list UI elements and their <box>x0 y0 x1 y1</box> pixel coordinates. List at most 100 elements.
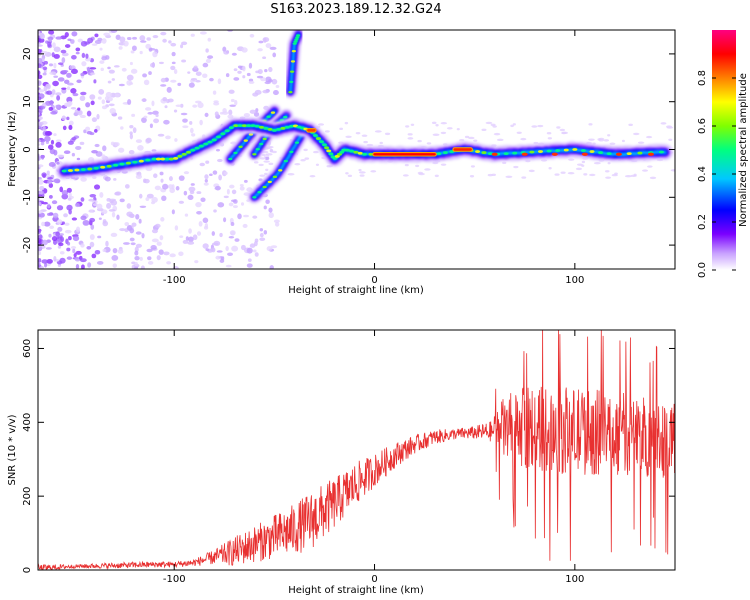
spectrogram-noise-dot <box>588 138 595 141</box>
spectrogram-noise-dot <box>129 213 135 218</box>
spectrogram-noise-dot <box>660 122 667 125</box>
spectrogram-noise-dot <box>152 51 158 58</box>
spectrogram-noise-dot <box>265 153 273 156</box>
spectrogram-noise-dot <box>547 137 552 140</box>
spectrogram-noise-dot <box>145 197 150 201</box>
spectrogram-noise-dot <box>205 48 209 53</box>
spectrogram-noise-dot <box>73 253 77 258</box>
spectrogram-main-trace-blob <box>228 126 234 130</box>
spectrogram-noise-dot <box>415 164 420 168</box>
spectrogram-main-trace-blob <box>555 149 561 152</box>
spectrogram-noise-dot <box>225 73 230 78</box>
spectrogram-noise-dot <box>212 170 218 175</box>
spectrogram-noise-dot <box>223 50 230 55</box>
spectrogram-noise-dot <box>239 183 244 187</box>
spectrogram-noise-dot <box>126 74 134 81</box>
spectrogram-noise-dot <box>59 186 64 193</box>
spectrogram-noise-dot <box>609 142 616 145</box>
spectrogram-main-trace-blob <box>224 129 230 133</box>
spectrogram-noise-dot <box>259 228 264 232</box>
spectrogram-noise-dot <box>118 147 125 153</box>
spectrogram-side-trace-blob <box>291 49 296 53</box>
spectrogram-noise-dot <box>145 107 152 111</box>
spectrogram-main-trace-blob <box>168 157 174 161</box>
spectrogram-noise-dot <box>146 248 153 253</box>
spectrogram-noise-dot <box>203 182 209 186</box>
spectrogram-noise-dot <box>134 255 140 261</box>
spectrogram-noise-dot <box>270 245 278 249</box>
snr-series-line <box>38 330 675 570</box>
spectrogram-noise-dot <box>64 44 71 48</box>
spectrogram-noise-dot <box>230 221 235 227</box>
colorbar-ticks: 0.0 0.2 0.4 0.6 0.8 <box>697 70 736 278</box>
spectrogram-noise-dot <box>38 237 41 244</box>
spectrogram-main-trace-blob <box>233 124 239 127</box>
colorbar-tick-label: 0.0 <box>697 262 708 278</box>
spectrogram-main-trace-blob <box>334 154 340 158</box>
spectrogram-noise-dot <box>183 190 188 196</box>
spectrogram-noise-dot <box>109 108 116 115</box>
spectrogram-noise-dot <box>546 132 552 135</box>
spectrogram-y-ticks: -20 -10 0 10 20 <box>22 48 675 253</box>
spectrogram-noise-dot <box>202 243 209 249</box>
spectrogram-noise-dot <box>191 133 196 137</box>
spectrogram-noise-dot <box>86 245 92 250</box>
spectrogram-noise-dot <box>196 191 202 195</box>
spectrogram-noise-dot <box>79 258 87 263</box>
spectrogram-noise-dot <box>303 148 308 152</box>
spectrogram-noise-dot <box>347 174 353 178</box>
spectrogram-noise-dot <box>426 142 432 145</box>
spectrogram-noise-dot <box>38 44 43 47</box>
spectrogram-noise-dot <box>217 202 225 208</box>
spectrogram-noise-dot <box>88 209 94 213</box>
spectrogram-noise-dot <box>48 30 55 35</box>
spectrogram-noise-dot <box>268 67 273 73</box>
spectrogram-noise-dot <box>50 111 58 115</box>
spectrogram-noise-dot <box>99 191 104 198</box>
spectrogram-noise-dot <box>118 83 125 87</box>
spectrogram-noise-dot <box>71 152 75 157</box>
spectrogram-noise-dot <box>215 148 220 152</box>
spectrogram-noise-dot <box>85 126 91 131</box>
spectrogram-noise-dot <box>89 217 96 223</box>
spectrogram-noise-dot <box>257 69 263 75</box>
spectrogram-noise-dot <box>47 176 54 180</box>
spectrogram-noise-dot <box>604 170 610 173</box>
spectrogram-noise-dot <box>57 245 62 249</box>
spectrogram-noise-dot <box>140 265 145 269</box>
spectrogram-noise-dot <box>190 78 198 81</box>
spectrogram-noise-dot <box>128 149 135 155</box>
spectrogram-noise-dot <box>265 43 272 49</box>
colorbar-gradient <box>712 30 736 270</box>
spectrogram-noise-dot <box>98 88 105 95</box>
spectrogram-noise-dot <box>76 79 82 84</box>
spectrogram-noise-dot <box>70 246 77 249</box>
spectrogram-noise-dot <box>151 100 155 107</box>
spectrogram-noise-dot <box>67 38 72 42</box>
spectrogram-noise-dot <box>197 102 204 109</box>
spectrogram-noise-dot <box>61 190 69 196</box>
spectrogram-noise-dot <box>108 103 115 107</box>
spectrogram-noise-dot <box>344 121 349 125</box>
spectrogram-x-tick-label: 0 <box>371 275 377 286</box>
spectrogram-noise-dot <box>45 140 50 144</box>
spectrogram-noise-dot <box>165 135 171 140</box>
spectrogram-noise-dot <box>174 225 179 231</box>
spectrogram-noise-dot <box>513 165 519 169</box>
spectrogram-noise-dot <box>207 37 212 42</box>
spectrogram-noise-dot <box>162 183 169 190</box>
spectrogram-noise-dot <box>607 161 611 165</box>
spectrogram-noise-dot <box>160 178 164 183</box>
spectrogram-noise-dot <box>205 58 212 64</box>
spectrogram-noise-dot <box>156 241 162 246</box>
spectrogram-side-trace-blob <box>270 111 276 114</box>
spectrogram-noise-dot <box>405 125 410 128</box>
spectrogram-noise-dot <box>57 226 63 232</box>
spectrogram-noise-dot <box>192 234 198 241</box>
spectrogram-noise-dot <box>117 116 123 120</box>
spectrogram-noise-dot <box>505 175 513 178</box>
spectrogram-noise-dot <box>228 202 234 207</box>
spectrogram-side-trace-blob <box>259 142 264 146</box>
spectrogram-noise-dot <box>53 149 58 156</box>
spectrogram-noise-dot <box>268 212 274 219</box>
